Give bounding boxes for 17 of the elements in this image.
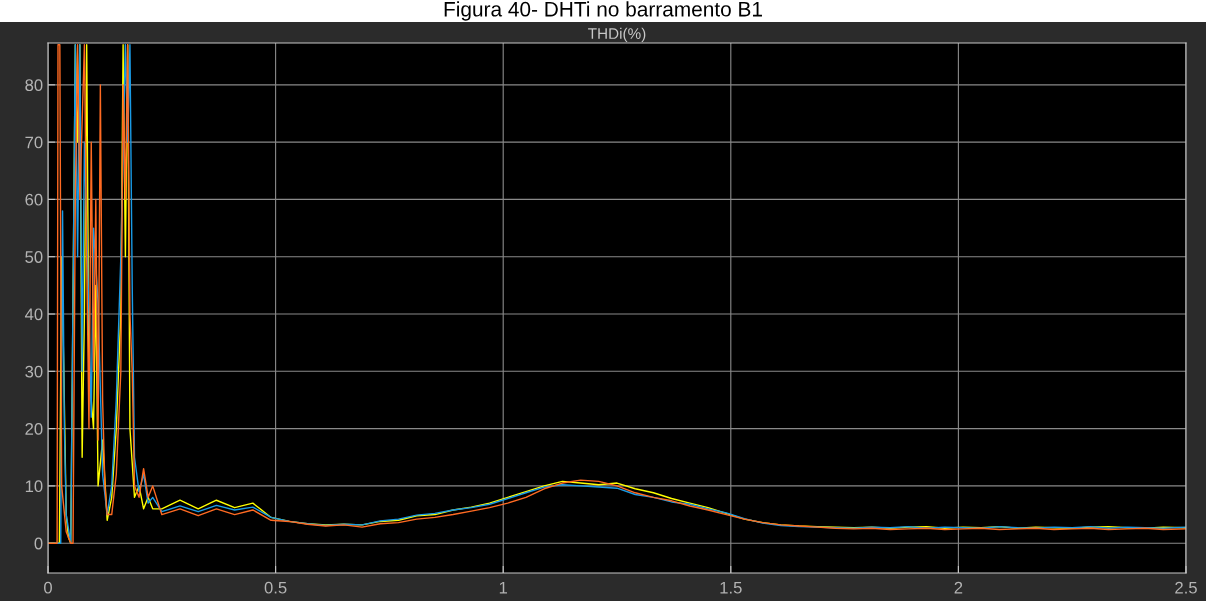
x-tick-label: 1.5 bbox=[720, 581, 742, 594]
y-tick-label: 10 bbox=[25, 480, 43, 493]
x-tick-label: 0.5 bbox=[264, 581, 287, 594]
y-tick-label: 20 bbox=[25, 423, 43, 435]
x-tick-label: 2 bbox=[954, 581, 963, 594]
y-tick-label: 70 bbox=[25, 136, 43, 149]
y-tick-label: 0 bbox=[34, 537, 43, 550]
y-tick-label: 50 bbox=[25, 251, 43, 263]
x-tick-label: 1 bbox=[499, 581, 508, 594]
x-tick-label: 2.5 bbox=[1175, 581, 1197, 594]
x-tick-label: 0 bbox=[44, 581, 52, 594]
y-tick-label: 40 bbox=[24, 308, 43, 321]
chart-subtitle: THDi(%) bbox=[588, 27, 646, 42]
y-tick-label: 60 bbox=[25, 193, 43, 206]
chart-title: Figura 40- DHTi no barramento B1 bbox=[444, 1, 762, 21]
y-tick-label: 30 bbox=[25, 365, 43, 378]
y-tick-label: 80 bbox=[25, 79, 43, 92]
